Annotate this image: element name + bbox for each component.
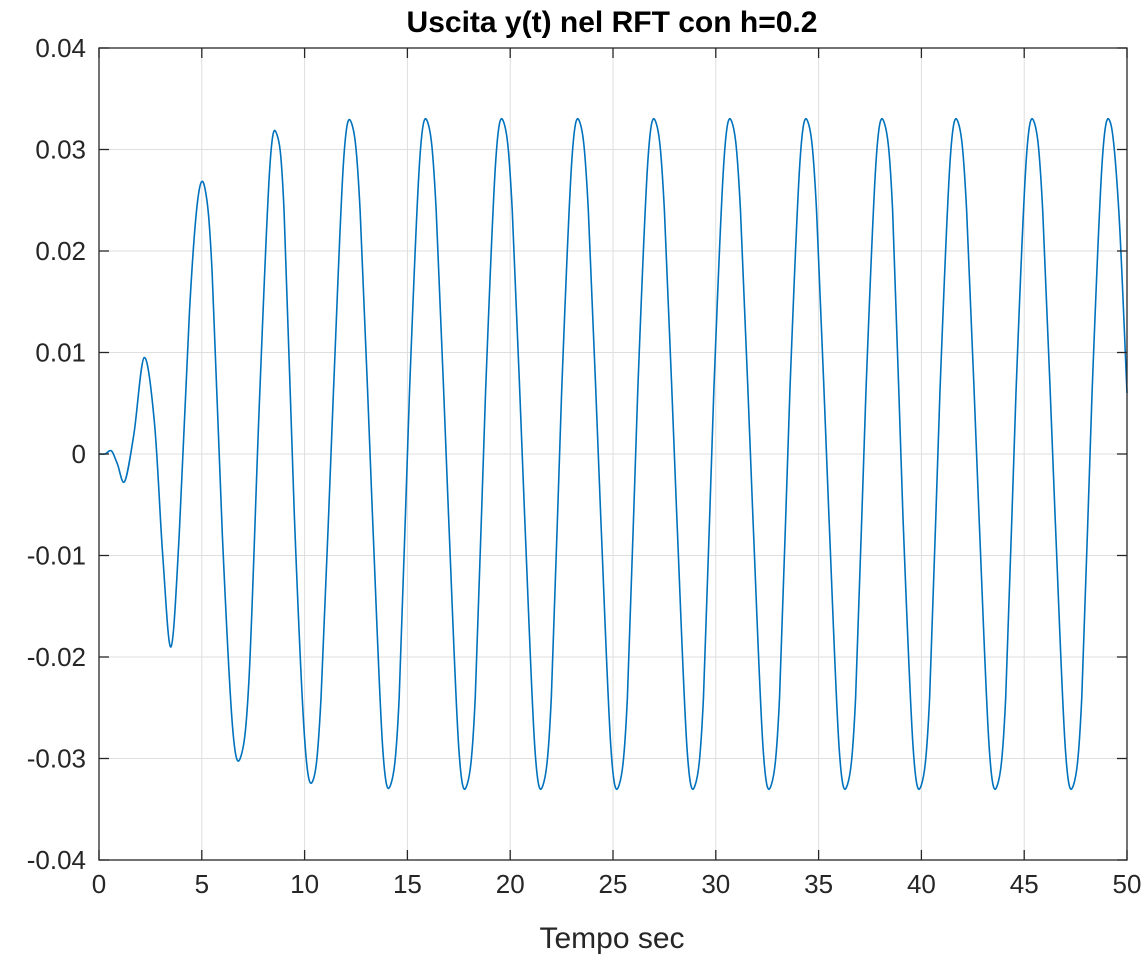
- x-tick-label: 50: [1113, 869, 1142, 899]
- axes: [98, 47, 1128, 861]
- x-tick-label: 20: [496, 869, 525, 899]
- x-tick-label: 25: [599, 869, 628, 899]
- y-tick-label: 0: [72, 439, 86, 469]
- x-tick-label: 40: [907, 869, 936, 899]
- series-line-0: [98, 118, 1128, 790]
- x-tick-label: 5: [195, 869, 209, 899]
- x-tick-label: 35: [804, 869, 833, 899]
- x-tick-label: 15: [393, 869, 422, 899]
- y-tick-label: -0.04: [27, 845, 86, 875]
- y-tick-label: 0.03: [35, 135, 86, 165]
- x-tick-label: 10: [290, 869, 319, 899]
- x-tick-label: 45: [1010, 869, 1039, 899]
- y-tick-label: -0.03: [27, 744, 86, 774]
- y-tick-label: 0.01: [35, 338, 86, 368]
- y-tick-label: 0.02: [35, 236, 86, 266]
- series-layer: [98, 118, 1128, 790]
- tick-labels: 0 5 10 15 20 25 30 35 40 45 50 -0.04 -0.03 -0.02 -0.01…: [27, 33, 1142, 899]
- x-tick-label: 0: [92, 869, 106, 899]
- x-tick-label: 30: [701, 869, 730, 899]
- y-tick-label: 0.04: [35, 33, 86, 63]
- x-axis-label: Tempo sec: [539, 922, 684, 955]
- y-tick-label: -0.02: [27, 642, 86, 672]
- grid-lines: [99, 48, 1127, 860]
- y-tick-label: -0.01: [27, 541, 86, 571]
- chart-title: Uscita y(t) nel RFT con h=0.2: [407, 6, 818, 39]
